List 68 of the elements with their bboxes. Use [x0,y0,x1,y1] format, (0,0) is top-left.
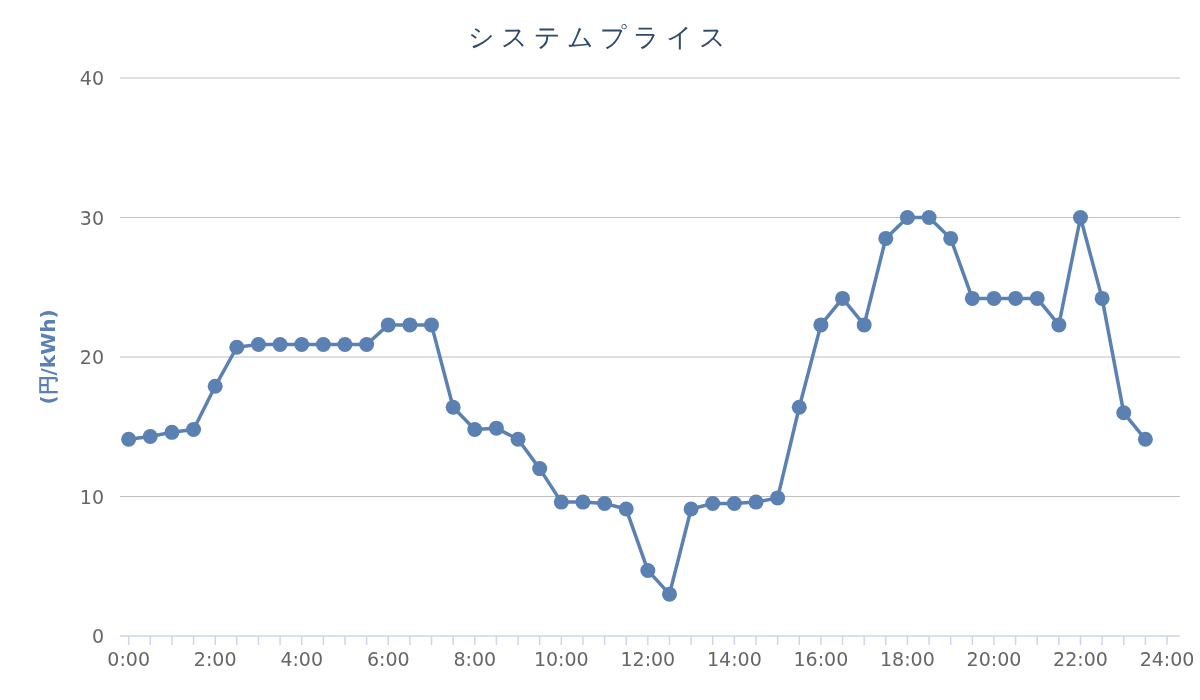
point [878,230,894,246]
point [445,399,461,415]
point [1051,317,1067,333]
point [683,501,699,517]
point [380,317,396,333]
point [640,562,656,578]
y-tick-label: 20 [79,346,104,368]
chart-title: システムプライス [468,22,732,52]
x-tick-label: 16:00 [793,648,849,670]
point [943,230,959,246]
point [964,290,980,306]
point [337,336,353,352]
x-tick-label: 0:00 [107,648,150,670]
x-tick-label: 4:00 [280,648,324,670]
y-tick-label: 40 [79,67,104,89]
point [186,422,202,438]
x-tick-label: 20:00 [966,648,1022,670]
x-tick-label: 24:00 [1139,648,1195,670]
point [705,495,721,511]
x-tick-label: 22:00 [1053,648,1108,670]
point [835,290,851,306]
point [553,494,569,510]
x-tick-label: 8:00 [453,648,497,670]
point [618,501,634,517]
point [899,210,915,225]
point [770,490,786,506]
x-tick-label: 2:00 [193,648,237,670]
point [1029,290,1045,306]
point [532,461,548,477]
point [856,317,872,333]
x-tick-label: 14:00 [706,648,762,670]
y-axis-title: (円/kWh) [36,309,60,405]
x-tick-label: 6:00 [366,648,410,670]
point [467,422,483,438]
point [1137,431,1153,447]
point [229,339,245,355]
point [164,424,180,440]
point [207,378,223,394]
point [1116,405,1132,421]
point [142,429,158,445]
point [1094,290,1110,306]
point [575,494,591,510]
y-tick-label: 0 [91,625,104,647]
point [121,431,137,447]
point [510,431,526,447]
point [661,586,677,602]
x-tick-label: 18:00 [880,648,935,670]
point [250,336,266,352]
point [402,317,418,333]
point [1072,210,1088,225]
point [424,317,440,333]
point [294,336,310,352]
point [726,495,742,511]
point [315,336,331,352]
point [359,336,375,352]
x-tick-label: 12:00 [620,648,676,670]
point [597,495,613,511]
point [488,420,504,436]
point [748,494,764,510]
y-tick-label: 10 [79,485,104,508]
x-tick-label: 10:00 [533,648,589,670]
point [921,210,937,225]
point [272,336,288,352]
y-tick-label: 30 [79,206,104,229]
point [986,290,1002,306]
point [791,399,807,415]
point [813,317,829,333]
point [1008,290,1024,306]
